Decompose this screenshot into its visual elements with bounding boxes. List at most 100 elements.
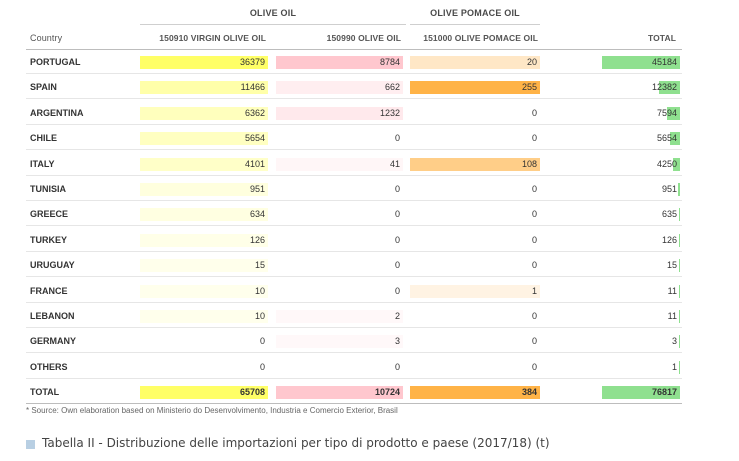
cell-pomace: 384 [410, 386, 540, 399]
heat-fill-virgin [140, 310, 268, 323]
value-pomace: 255 [521, 82, 537, 92]
cell-total: 12382 [602, 81, 680, 94]
col-header-total: TOTAL [647, 33, 676, 43]
cell-virgin: 36379 [140, 56, 268, 69]
value-olive: 2 [394, 311, 400, 321]
country-name: ITALY [30, 159, 55, 169]
cell-pomace: 0 [410, 361, 540, 374]
total-data-bar [602, 56, 680, 69]
cell-virgin: 634 [140, 208, 268, 221]
country-name: CHILE [30, 133, 57, 143]
row-divider [26, 149, 682, 150]
heat-fill-pomace [410, 81, 540, 94]
header-divider [26, 49, 682, 50]
heat-fill-olive [276, 386, 403, 399]
row-divider [26, 327, 682, 328]
heat-fill-pomace [410, 285, 540, 298]
cell-total: 11 [602, 310, 680, 323]
total-row-label: TOTAL [30, 387, 60, 397]
total-data-bar [602, 386, 680, 399]
country-name: GERMANY [30, 336, 77, 346]
cell-olive: 1232 [276, 107, 403, 120]
value-total: 7594 [656, 108, 677, 118]
cell-pomace: 255 [410, 81, 540, 94]
cell-pomace: 0 [410, 310, 540, 323]
total-data-bar [679, 208, 680, 221]
heat-fill-pomace [410, 386, 540, 399]
cell-total: 126 [602, 234, 680, 247]
total-data-bar [667, 107, 680, 120]
heat-fill-olive [276, 56, 403, 69]
value-virgin: 10 [254, 286, 265, 296]
heat-fill-virgin [140, 81, 268, 94]
cell-olive: 662 [276, 81, 403, 94]
row-divider [26, 73, 682, 74]
value-pomace: 0 [531, 235, 537, 245]
value-olive: 1232 [379, 108, 400, 118]
heat-fill-virgin [140, 285, 268, 298]
value-olive: 0 [394, 235, 400, 245]
cell-virgin: 126 [140, 234, 268, 247]
country-name: TURKEY [30, 235, 68, 245]
cell-pomace: 1 [410, 285, 540, 298]
heat-fill-virgin [140, 386, 268, 399]
country-name: URUGUAY [30, 260, 75, 270]
col-header-virgin: 150910 VIRGIN OLIVE OIL [159, 33, 266, 43]
cell-pomace: 108 [410, 158, 540, 171]
cell-virgin: 0 [140, 335, 268, 348]
cell-olive: 10724 [276, 386, 403, 399]
row-divider [26, 200, 682, 201]
col-header-country: Country [30, 33, 63, 43]
value-olive: 0 [394, 362, 400, 372]
cell-total: 4250 [602, 158, 680, 171]
value-pomace: 0 [531, 184, 537, 194]
heat-fill-virgin [140, 107, 268, 120]
value-virgin: 126 [249, 235, 265, 245]
country-name: TUNISIA [30, 184, 66, 194]
row-divider [26, 124, 682, 125]
row-divider [26, 276, 682, 277]
cell-virgin: 10 [140, 310, 268, 323]
value-pomace: 384 [521, 387, 537, 397]
total-data-bar [679, 234, 680, 247]
value-total: 15 [666, 260, 677, 270]
cell-olive: 8784 [276, 56, 403, 69]
cell-olive: 0 [276, 183, 403, 196]
cell-total: 951 [602, 183, 680, 196]
cell-pomace: 0 [410, 208, 540, 221]
cell-pomace: 0 [410, 183, 540, 196]
total-data-bar [679, 285, 680, 298]
value-olive: 8784 [379, 57, 400, 67]
cell-virgin: 0 [140, 361, 268, 374]
group-header-pomace: OLIVE POMACE OIL [430, 8, 520, 18]
cell-virgin: 6362 [140, 107, 268, 120]
value-total: 4250 [656, 159, 677, 169]
value-total: 12382 [651, 82, 677, 92]
heat-fill-olive [276, 335, 403, 348]
cell-olive: 0 [276, 259, 403, 272]
value-virgin: 10 [254, 311, 265, 321]
value-olive: 41 [389, 159, 400, 169]
total-data-bar [679, 361, 680, 374]
group-header-olive-oil: OLIVE OIL [249, 8, 297, 18]
cell-virgin: 65708 [140, 386, 268, 399]
value-pomace: 0 [531, 311, 537, 321]
row-divider [26, 378, 682, 379]
value-virgin: 36379 [239, 57, 265, 67]
heat-fill-virgin [140, 158, 268, 171]
cell-total: 1 [602, 361, 680, 374]
value-olive: 0 [394, 184, 400, 194]
country-name: SPAIN [30, 82, 57, 92]
value-olive: 3 [394, 336, 400, 346]
value-total: 11 [667, 311, 677, 321]
country-name: FRANCE [30, 286, 68, 296]
value-olive: 662 [384, 82, 400, 92]
cell-olive: 41 [276, 158, 403, 171]
cell-olive: 3 [276, 335, 403, 348]
value-pomace: 0 [531, 362, 537, 372]
value-virgin: 0 [259, 336, 265, 346]
value-pomace: 0 [531, 133, 537, 143]
cell-virgin: 951 [140, 183, 268, 196]
cell-virgin: 11466 [140, 81, 268, 94]
